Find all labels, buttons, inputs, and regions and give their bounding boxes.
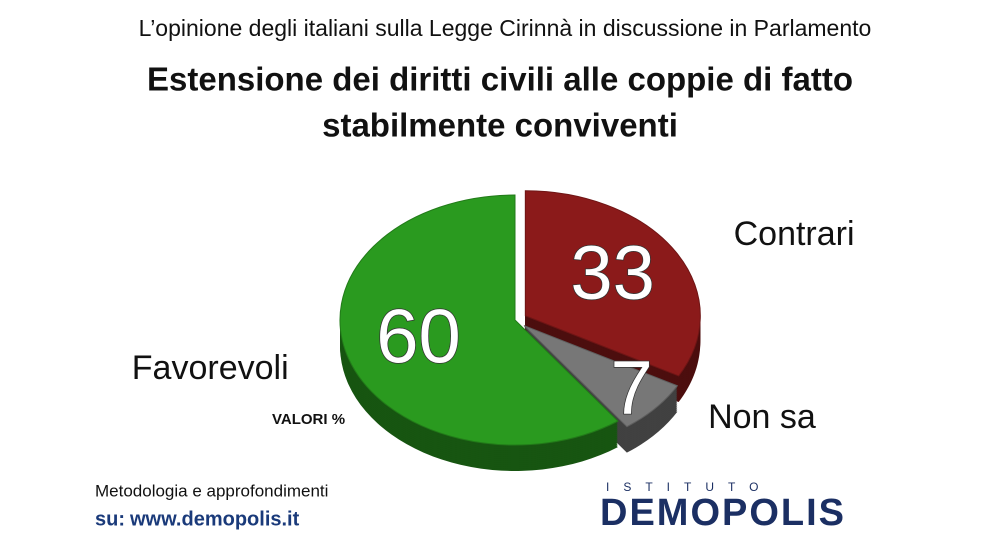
data-label: 33	[570, 231, 655, 316]
footer-link[interactable]: www.demopolis.it	[129, 508, 300, 530]
annotation: VALORI %	[272, 411, 345, 428]
slice	[339, 194, 619, 446]
data-label: 7	[611, 345, 653, 430]
logo: DEMOPOLIS	[600, 492, 846, 534]
category-label: Favorevoli	[132, 349, 289, 387]
footer-prefix: su:	[95, 508, 125, 530]
category-label: Non sa	[708, 398, 816, 436]
footer-text: Metodologia e approfondimenti	[95, 481, 328, 500]
slice	[524, 190, 701, 377]
chart-subtitle: L’opinione degli italiani sulla Legge Ci…	[139, 15, 872, 41]
category-label: Contrari	[734, 215, 855, 253]
pie: 33 Contrari 7 Non sa 60 Favorevoli	[132, 190, 855, 471]
chart-title: stabilmente conviventi	[322, 107, 678, 144]
data-label: 60	[376, 294, 461, 379]
logo-small: ISTITUTO	[606, 480, 772, 494]
chart-title: Estensione dei diritti civili alle coppi…	[147, 61, 853, 98]
slice	[523, 325, 679, 428]
